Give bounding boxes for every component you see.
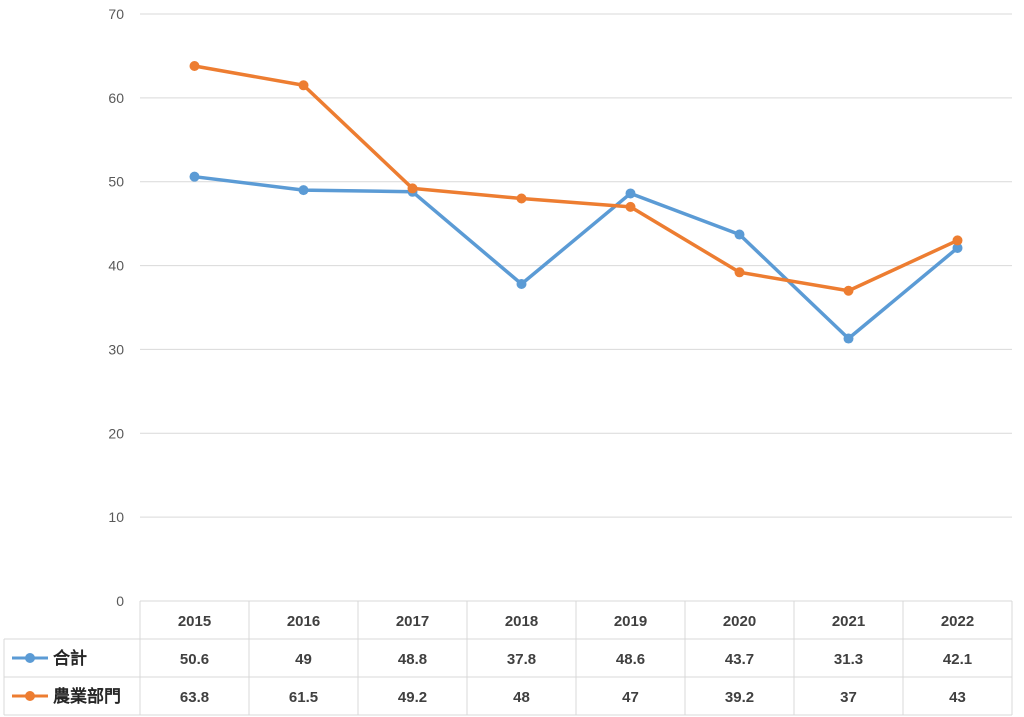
y-tick-label: 70 — [108, 6, 124, 22]
data-point — [189, 60, 200, 71]
data-label: 39.2 — [725, 689, 754, 706]
data-label: 63.8 — [180, 689, 209, 706]
data-point — [516, 279, 527, 290]
data-label: 37 — [840, 689, 857, 706]
data-point — [843, 333, 854, 344]
data-label: 31.3 — [834, 651, 863, 668]
data-label: 47 — [622, 689, 639, 706]
x-tick-label: 2015 — [178, 613, 211, 630]
gridlines — [140, 13, 1012, 518]
x-tick-label: 2022 — [941, 613, 974, 630]
legend-key-marker — [25, 653, 35, 663]
x-tick-label: 2016 — [287, 613, 320, 630]
data-point — [189, 171, 200, 182]
data-point — [952, 242, 963, 253]
data-point — [298, 185, 309, 196]
y-tick-label: 50 — [108, 174, 124, 190]
data-label: 43 — [949, 689, 966, 706]
legend-key-marker — [25, 691, 35, 701]
data-label: 43.7 — [725, 651, 754, 668]
data-label: 42.1 — [943, 651, 972, 668]
x-tick-label: 2020 — [723, 613, 756, 630]
y-tick-label: 30 — [108, 341, 124, 357]
series-name-label: 農業部門 — [53, 686, 121, 706]
data-label: 37.8 — [507, 651, 536, 668]
data-point — [734, 267, 745, 278]
data-point — [952, 235, 963, 246]
y-axis-ticks: 0 10 20 30 40 50 60 70 — [108, 6, 124, 609]
data-table: 2015 2016 2017 2018 2019 2020 2021 2022 合計 50.6 49… — [3, 600, 1013, 716]
data-label: 48.8 — [398, 651, 427, 668]
data-label: 48.6 — [616, 651, 645, 668]
data-point — [734, 229, 745, 240]
data-point — [407, 183, 418, 194]
y-tick-label: 20 — [108, 425, 124, 441]
x-tick-label: 2019 — [614, 613, 647, 630]
data-point — [625, 201, 636, 212]
data-point — [298, 80, 309, 91]
series-line — [192, 174, 960, 341]
data-point — [516, 193, 527, 204]
series-name-label: 合計 — [53, 648, 87, 668]
data-point — [625, 188, 636, 199]
x-tick-label: 2018 — [505, 613, 538, 630]
data-label: 50.6 — [180, 651, 209, 668]
y-tick-label: 10 — [108, 509, 124, 525]
data-point — [843, 285, 854, 296]
series-line — [192, 64, 960, 293]
x-tick-label: 2021 — [832, 613, 865, 630]
x-tick-label: 2017 — [396, 613, 429, 630]
y-tick-label: 0 — [116, 593, 124, 609]
data-label: 49.2 — [398, 689, 427, 706]
data-label: 61.5 — [289, 689, 318, 706]
y-tick-label: 60 — [108, 90, 124, 106]
data-label: 49 — [295, 651, 312, 668]
y-tick-label: 40 — [108, 258, 124, 274]
series-lines — [189, 60, 963, 344]
data-label: 48 — [513, 689, 530, 706]
